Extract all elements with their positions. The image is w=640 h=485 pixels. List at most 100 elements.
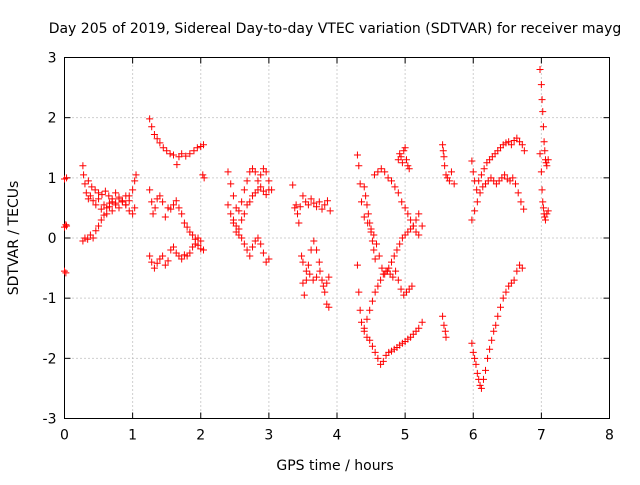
data-point — [358, 198, 366, 206]
data-point — [299, 279, 307, 287]
data-point — [473, 186, 481, 194]
data-point — [539, 108, 547, 116]
data-point — [229, 216, 237, 224]
data-point — [246, 198, 254, 206]
data-point — [240, 210, 248, 218]
data-point — [480, 165, 488, 173]
data-point — [254, 234, 262, 242]
data-point — [302, 267, 310, 275]
x-axis-label: GPS time / hours — [276, 458, 393, 474]
data-point — [159, 198, 167, 206]
data-point — [62, 221, 70, 229]
data-point — [235, 225, 243, 233]
data-point — [538, 96, 546, 104]
data-point — [323, 197, 331, 205]
data-point — [393, 246, 401, 254]
data-point — [296, 203, 304, 211]
data-point — [318, 276, 326, 284]
data-point — [100, 211, 108, 219]
data-point — [316, 267, 324, 275]
data-point — [108, 207, 116, 215]
data-point — [115, 193, 123, 201]
series-s9 — [224, 165, 276, 215]
data-point — [473, 198, 481, 206]
y-tick-label: -1 — [43, 291, 57, 307]
data-point — [368, 342, 376, 350]
data-point — [472, 360, 480, 368]
data-point — [89, 197, 97, 205]
data-point — [544, 207, 552, 215]
data-point — [363, 201, 371, 209]
data-point — [182, 152, 190, 160]
data-point — [374, 168, 382, 176]
data-point — [370, 246, 378, 254]
data-point — [415, 231, 423, 239]
data-point — [368, 297, 376, 305]
data-point — [378, 264, 386, 272]
x-tick-label: 4 — [333, 428, 342, 444]
grid — [64, 57, 610, 419]
data-point — [194, 241, 202, 249]
data-point — [511, 180, 519, 188]
y-tick-label: 0 — [48, 231, 57, 247]
data-point — [536, 150, 544, 158]
data-point — [238, 198, 246, 206]
data-point — [469, 168, 477, 176]
data-point — [170, 151, 177, 159]
y-tick-label: -3 — [43, 412, 57, 428]
data-point — [484, 354, 492, 362]
data-point — [439, 141, 447, 149]
data-point — [178, 150, 186, 158]
data-point — [193, 144, 201, 152]
data-point — [371, 255, 379, 263]
data-point — [189, 231, 197, 239]
series-s24 — [468, 171, 528, 224]
data-point — [353, 261, 361, 269]
data-point — [315, 198, 323, 206]
data-point — [394, 189, 402, 197]
data-point — [405, 165, 413, 173]
data-point — [249, 243, 257, 251]
data-point — [439, 147, 447, 155]
data-point — [502, 288, 510, 296]
data-point — [494, 312, 502, 320]
series-s8 — [224, 201, 273, 266]
data-point — [265, 186, 273, 194]
data-point — [156, 139, 164, 147]
data-point — [108, 195, 116, 203]
data-point — [293, 210, 301, 218]
data-point — [95, 195, 103, 203]
data-point — [543, 210, 551, 218]
data-point — [415, 210, 423, 218]
data-point — [63, 174, 71, 182]
data-point — [170, 201, 177, 209]
data-point — [251, 168, 259, 176]
data-point — [469, 348, 477, 356]
data-point — [396, 150, 404, 158]
data-point — [122, 201, 130, 209]
data-point — [163, 147, 171, 155]
data-point — [479, 375, 487, 383]
data-point — [398, 159, 406, 167]
data-point — [170, 243, 177, 251]
data-point — [302, 276, 310, 284]
data-point — [200, 174, 208, 182]
data-point — [262, 168, 270, 176]
data-point — [325, 273, 333, 281]
data-point — [257, 183, 265, 191]
data-point — [537, 81, 545, 89]
data-point — [377, 165, 385, 173]
data-point — [148, 258, 156, 266]
data-point — [125, 207, 133, 215]
data-point — [371, 288, 379, 296]
data-point — [401, 204, 409, 212]
series-s22 — [468, 261, 526, 392]
series-s17 — [370, 165, 426, 239]
y-tick-label: 1 — [48, 171, 57, 187]
data-point — [514, 189, 522, 197]
data-point — [300, 291, 308, 299]
data-point — [366, 336, 374, 344]
data-point — [105, 192, 113, 200]
data-point — [441, 162, 449, 170]
